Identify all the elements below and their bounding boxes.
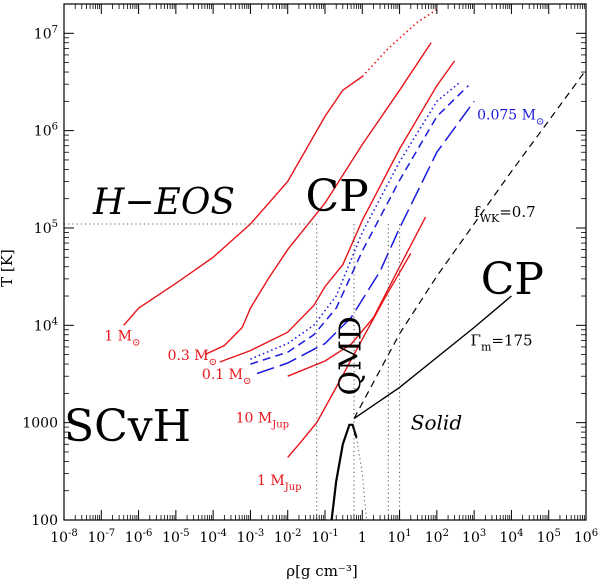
x-tick-label: 10-6 bbox=[125, 528, 153, 546]
x-axis-label: ρ[g cm⁻³] bbox=[286, 562, 357, 580]
series-line-10 bbox=[353, 295, 512, 420]
series-line-8 bbox=[287, 252, 412, 458]
series-line-9 bbox=[353, 69, 587, 419]
series-line-2 bbox=[204, 42, 432, 356]
series-line-4 bbox=[250, 82, 460, 360]
series-line-5 bbox=[250, 85, 469, 365]
annotation-h-eos: H−EOS bbox=[92, 182, 235, 223]
x-tick-label: 101 bbox=[387, 528, 411, 546]
series-line-6 bbox=[256, 100, 475, 375]
curves-layer bbox=[64, 8, 587, 521]
x-tick-label: 10-5 bbox=[162, 528, 190, 546]
y-axis-label: T [K] bbox=[0, 249, 16, 287]
annotation-qmd: QMD bbox=[334, 316, 369, 395]
annotations-layer: H−EOS CP CP SCvH Solid QMD 1 M⊙ 0.3 M⊙0.1 M⊙ 0.0… bbox=[64, 108, 544, 493]
x-tick-label: 10-1 bbox=[311, 528, 339, 546]
y-tick-label: 105 bbox=[34, 219, 58, 237]
series-line-1 bbox=[361, 8, 438, 78]
series-line-3 bbox=[219, 60, 456, 363]
x-tick-label: 105 bbox=[537, 528, 561, 546]
y-tick-label: 1000 bbox=[22, 416, 58, 432]
annotation-cp-upper: CP bbox=[306, 171, 369, 222]
annotation-cp-lower: CP bbox=[481, 254, 544, 305]
annotation-m-0075sun: 0.075 M⊙ bbox=[477, 108, 544, 128]
annotation-m-10jup: 10 MJup bbox=[236, 411, 289, 431]
annotation-scvh: SCvH bbox=[64, 401, 191, 452]
annotation-m-03sun: 0.3 M⊙ bbox=[168, 348, 217, 368]
y-tick-label: 104 bbox=[34, 316, 58, 334]
x-tick-label: 10-7 bbox=[87, 528, 115, 546]
series-line-12 bbox=[356, 437, 367, 521]
y-tick-label: 107 bbox=[34, 24, 58, 42]
x-tick-label: 104 bbox=[499, 528, 523, 546]
annotation-gamma: Γm=175 bbox=[471, 332, 533, 354]
x-tick-label: 10-3 bbox=[237, 528, 265, 546]
annotation-fwk: fWK=0.7 bbox=[474, 203, 536, 225]
x-tick-label: 10-4 bbox=[199, 528, 227, 546]
x-tick-label: 106 bbox=[574, 528, 598, 546]
annotation-solid: Solid bbox=[411, 411, 462, 435]
annotation-m-1jup: 1 MJup bbox=[257, 473, 302, 493]
axes-layer: 10-8 10-7 10-6 10-5 10-4 10-3 10-2 10-1 1 101 102 1… bbox=[22, 3, 598, 546]
series-line-7 bbox=[287, 216, 427, 377]
x-tick-label: 10-2 bbox=[274, 528, 302, 546]
annotation-m-1sun: 1 M⊙ bbox=[104, 328, 140, 348]
series-line-11 bbox=[330, 423, 358, 521]
x-tick-label: 1 bbox=[358, 530, 367, 546]
x-tick-label: 102 bbox=[425, 528, 449, 546]
x-tick-label: 103 bbox=[462, 528, 486, 546]
series-line-0 bbox=[123, 75, 363, 326]
x-tick-label: 10-8 bbox=[50, 528, 78, 546]
y-tick-label: 106 bbox=[34, 122, 58, 140]
annotation-m-01sun: 0.1 M⊙ bbox=[202, 367, 251, 387]
y-tick-label: 100 bbox=[31, 513, 58, 529]
